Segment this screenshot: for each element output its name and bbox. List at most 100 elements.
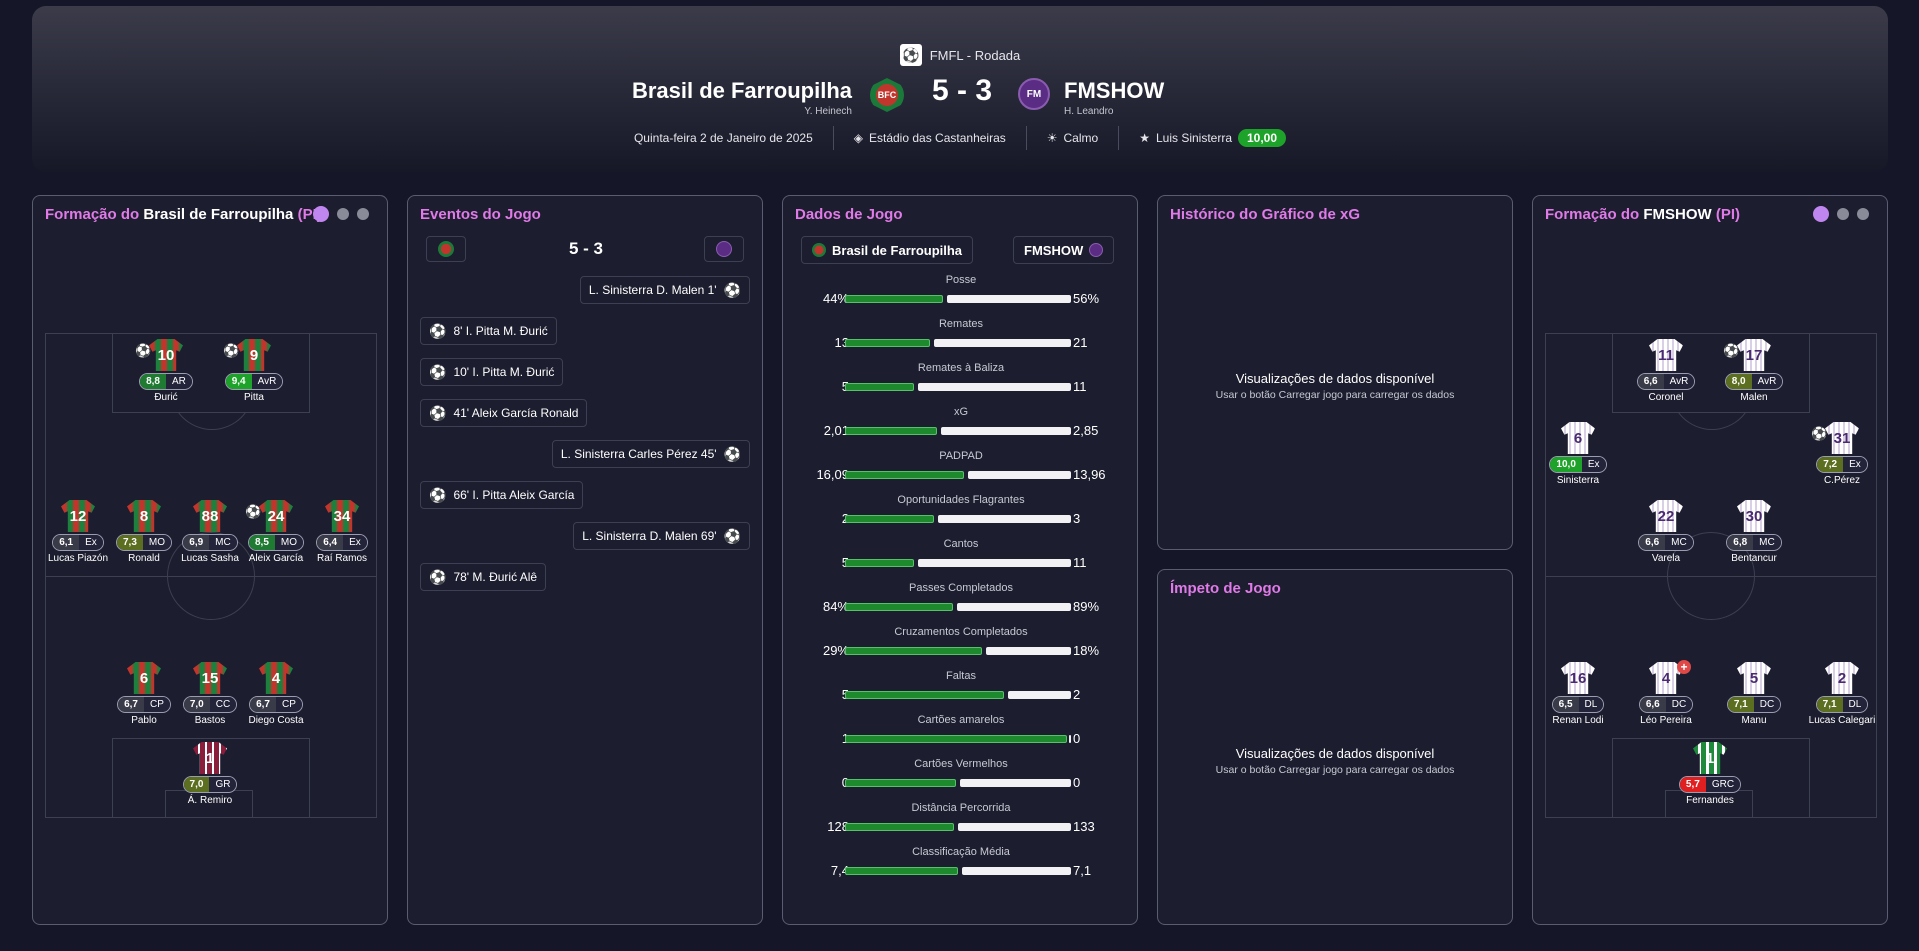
player-renan-lodi[interactable]: 16 6,5 DL Renan Lodi: [1533, 662, 1623, 726]
view-dot-1[interactable]: [313, 206, 329, 222]
player-rating-badge: 7,3 MO: [115, 534, 172, 551]
injury-icon: +: [1677, 660, 1691, 674]
player-shirt-wrap: 5: [1709, 662, 1799, 694]
away-badge-icon: [1089, 243, 1104, 257]
player-position: Ex: [1581, 457, 1606, 472]
player-lucas-sasha[interactable]: 88 6,9 MC Lucas Sasha: [165, 500, 255, 564]
xg-history-title: Histórico do Gráfico de xG: [1170, 206, 1361, 223]
title-prefix: Formação do: [1545, 206, 1640, 223]
event-home-goal[interactable]: ⚽ 10' I. Pitta M. Đurić: [420, 358, 564, 386]
player-aleix-garc-a[interactable]: 24 ⚽ 8,5 MO Aleix García: [231, 500, 321, 564]
player-rating-badge: 5,7 GRC: [1678, 776, 1742, 793]
home-manager[interactable]: Y. Heinech: [804, 106, 852, 117]
player-bastos[interactable]: 15 7,0 CC Bastos: [165, 662, 255, 726]
view-dot-2[interactable]: [337, 208, 349, 220]
player-rating-badge: 6,8 MC: [1726, 534, 1782, 551]
player-rating: 10,0: [1550, 457, 1582, 472]
home-team-selector[interactable]: Brasil de Farroupilha: [801, 236, 974, 264]
player-rating: 6,7: [250, 697, 276, 712]
stat-home-value: 5: [799, 555, 849, 570]
shirt-icon: 88: [193, 500, 227, 532]
player-pablo[interactable]: 6 6,7 CP Pablo: [99, 662, 189, 726]
away-event-badge[interactable]: [704, 236, 744, 262]
momentum-title: Ímpeto de Jogo: [1170, 580, 1281, 597]
shirt-number: 22: [1657, 507, 1675, 525]
weather-text: Calmo: [1063, 131, 1099, 145]
home-team-label: Brasil de Farroupilha: [832, 242, 963, 258]
player--uri-[interactable]: 10 ⚽ 8,8 AR Đurić: [121, 339, 211, 403]
player-shirt-wrap: 10 ⚽: [121, 339, 211, 371]
away-team-name[interactable]: FMSHOW: [1064, 78, 1165, 103]
shirt-icon: 4: [259, 662, 293, 694]
away-manager[interactable]: H. Leandro: [1064, 106, 1114, 117]
shirt-number: 17: [1745, 346, 1763, 364]
match-date: Quinta-feira 2 de Janeiro de 2025: [614, 126, 833, 150]
view-dot-1[interactable]: [1813, 206, 1829, 222]
player-rating: 7,1: [1816, 697, 1843, 712]
player-ra-ramos[interactable]: 34 6,4 Ex Raí Ramos: [297, 500, 387, 564]
match-stadium[interactable]: ◈ Estádio das Castanheiras: [832, 126, 1026, 150]
shirt-icon: 6: [127, 662, 161, 694]
player-ronald[interactable]: 8 7,3 MO Ronald: [99, 500, 189, 564]
player-shirt-wrap: 4 +: [1621, 660, 1711, 694]
player-l-o-pereira[interactable]: 4 +6,6 DC Léo Pereira: [1621, 660, 1711, 726]
player-rating-badge: 8,0 AvR: [1724, 373, 1784, 390]
match-data-title: Dados de Jogo: [795, 206, 903, 223]
player-shirt-wrap: 88: [165, 500, 255, 532]
player-coronel[interactable]: 11 6,6 AvR Coronel: [1621, 339, 1711, 403]
player-pitta[interactable]: 9 ⚽ 9,4 AvR Pitta: [209, 339, 299, 403]
stat-home-bar: [845, 823, 954, 831]
player-c-p-rez[interactable]: 31 ⚽ 7,2 Ex C.Pérez: [1797, 422, 1887, 486]
goal-ball-icon: ⚽: [429, 404, 447, 421]
player-rating: 5,7: [1679, 777, 1706, 792]
player--remiro[interactable]: 1 7,0 GR Á. Remiro: [165, 742, 255, 806]
stat-row: Cartões Vermelhos 0 0: [783, 758, 1139, 802]
player-position: MO: [142, 535, 171, 550]
event-home-goal[interactable]: ⚽ 78' M. Đurić Alê: [420, 563, 547, 591]
home-team-name[interactable]: Brasil de Farroupilha: [631, 78, 852, 103]
stat-label: Remates: [938, 318, 984, 330]
stat-home-bar: [845, 647, 982, 655]
view-dot-3[interactable]: [1857, 208, 1869, 220]
event-home-goal[interactable]: ⚽ 66' I. Pitta Aleix García: [420, 481, 584, 509]
stat-home-bar: [845, 559, 914, 567]
view-dot-2[interactable]: [1837, 208, 1849, 220]
player-rating-badge: 6,7 CP: [249, 696, 303, 713]
man-of-the-match[interactable]: ★ Luis Sinisterra 10,00: [1118, 126, 1306, 150]
goal-ball-icon: ⚽: [245, 504, 262, 519]
competition-name[interactable]: FMFL - Rodada: [929, 47, 1021, 63]
player-bentancur[interactable]: 30 6,8 MC Bentancur: [1709, 500, 1799, 564]
player-rating: 7,2: [1817, 457, 1844, 472]
event-away-goal[interactable]: L. Sinisterra D. Malen 69' ⚽: [573, 522, 750, 550]
event-text: 10' I. Pitta M. Đurić: [453, 365, 555, 379]
player-sinisterra[interactable]: 6 10,0 Ex Sinisterra: [1533, 422, 1623, 486]
stat-home-bar: [845, 779, 956, 787]
stat-away-value: 2: [1073, 687, 1081, 702]
player-position: DC: [1665, 697, 1693, 712]
event-home-goal[interactable]: ⚽ 41' Aleix García Ronald: [420, 399, 588, 427]
away-pitch: 11 6,6 AvR Coronel 17 ⚽ 8,0 AvR Malen 6 10,0 Ex Sini…: [1545, 333, 1877, 818]
player-position: MC: [1665, 535, 1693, 550]
player-rating-badge: 6,5 DL: [1551, 696, 1605, 713]
player-malen[interactable]: 17 ⚽ 8,0 AvR Malen: [1709, 339, 1799, 403]
player-shirt-wrap: 2: [1797, 662, 1887, 694]
player-position: AvR: [1751, 374, 1783, 389]
player-lucas-calegari[interactable]: 2 7,1 DL Lucas Calegari: [1797, 662, 1887, 726]
away-team-selector[interactable]: FMSHOW: [1013, 236, 1115, 264]
player-shirt-wrap: 6: [1533, 422, 1623, 454]
player-rating: 6,4: [317, 535, 344, 550]
view-dot-3[interactable]: [357, 208, 369, 220]
player-position: DL: [1578, 697, 1604, 712]
player-manu[interactable]: 5 7,1 DC Manu: [1709, 662, 1799, 726]
stat-away-bar: [918, 383, 1071, 391]
player-diego-costa[interactable]: 4 6,7 CP Diego Costa: [231, 662, 321, 726]
event-away-goal[interactable]: L. Sinisterra Carles Pérez 45' ⚽: [551, 440, 750, 468]
event-away-goal[interactable]: L. Sinisterra D. Malen 1' ⚽: [579, 276, 750, 304]
home-event-badge[interactable]: [426, 236, 466, 262]
player-lucas-piaz-n[interactable]: 12 6,1 Ex Lucas Piazón: [33, 500, 123, 564]
player-varela[interactable]: 22 6,6 MC Varela: [1621, 500, 1711, 564]
stat-row: PADPAD 16,09 13,96: [783, 450, 1139, 494]
player-fernandes[interactable]: 1 5,7 GRC Fernandes: [1665, 742, 1755, 806]
penalty-box-top: [112, 333, 310, 413]
event-home-goal[interactable]: ⚽ 8' I. Pitta M. Đurić: [420, 317, 557, 345]
